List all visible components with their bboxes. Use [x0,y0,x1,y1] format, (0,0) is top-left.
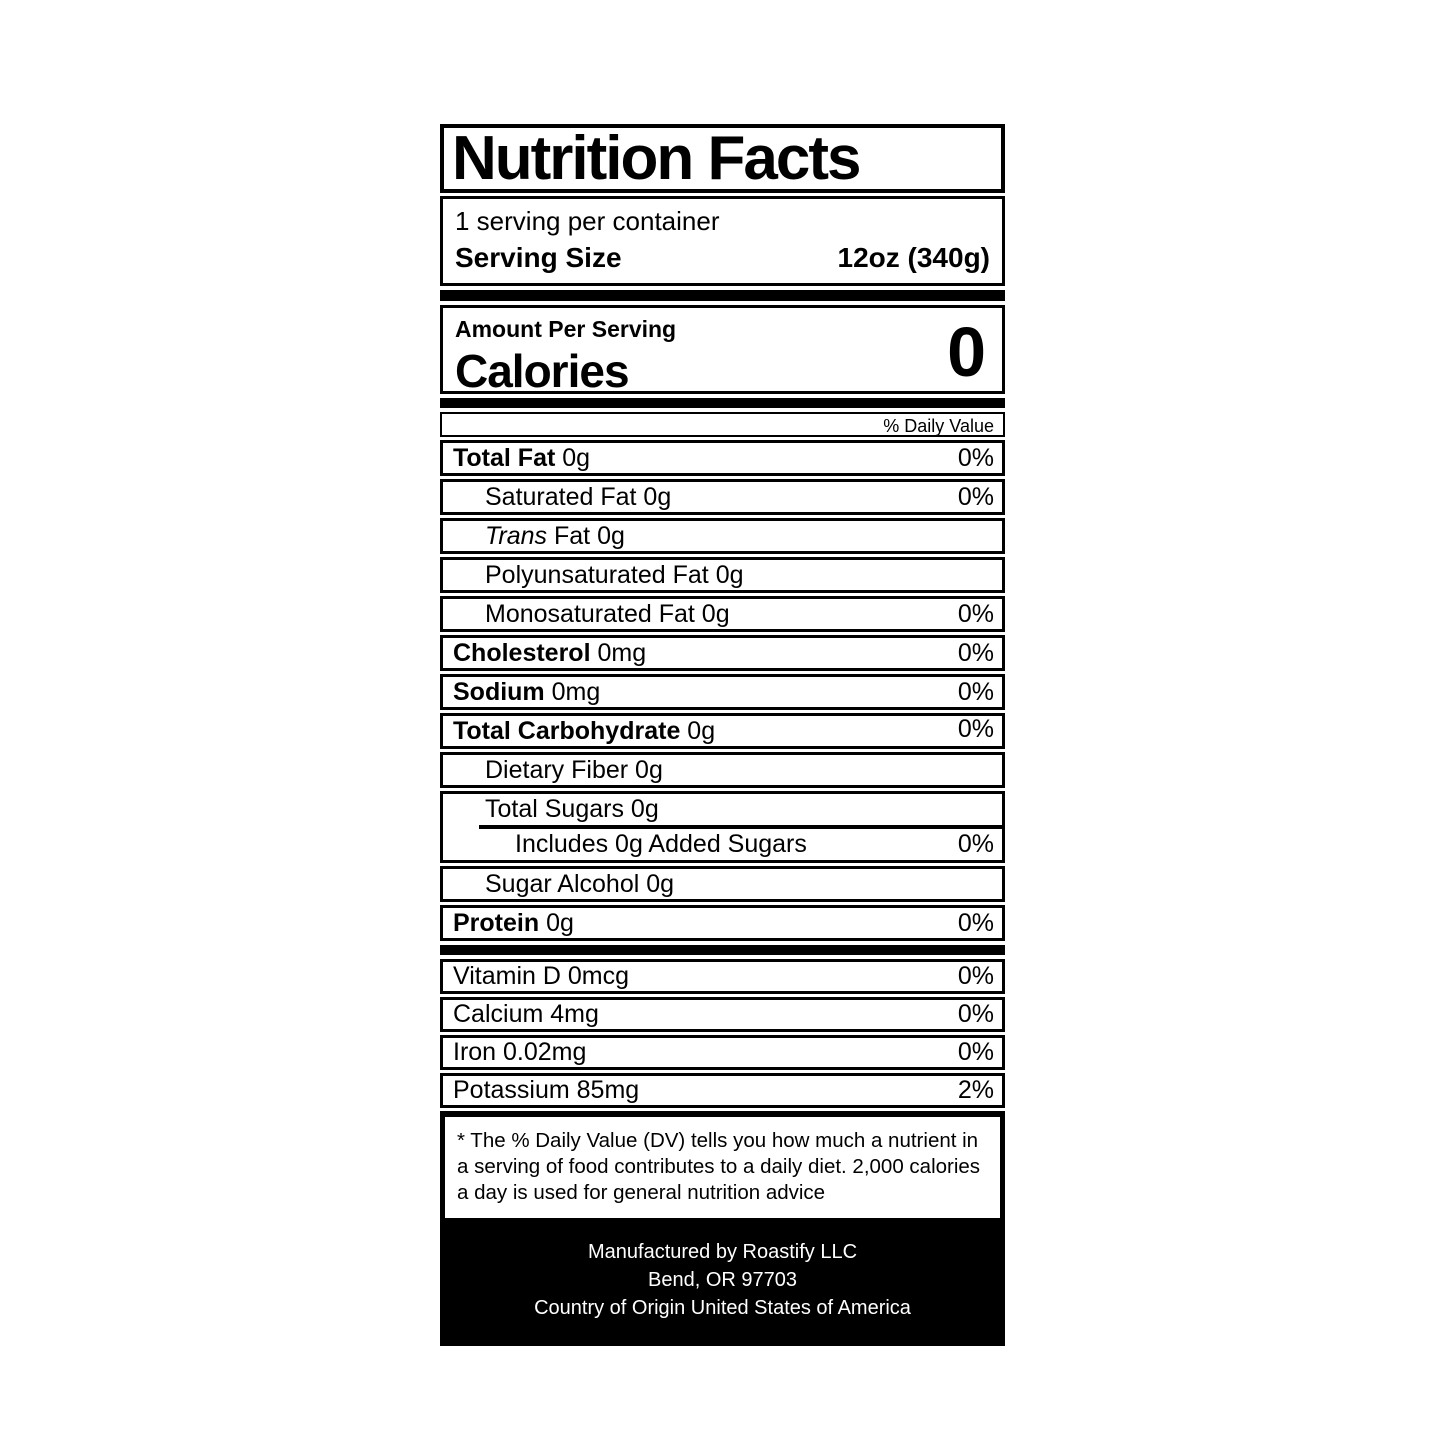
nutrient-row-monosaturated-fat: Monosaturated Fat 0g 0% [440,596,1005,633]
footer-line-address: Bend, OR 97703 [648,1268,797,1291]
nutrient-row-cholesterol: Cholesterol 0mg 0% [440,635,1005,672]
nutrient-label: Includes 0g Added Sugars [515,830,807,859]
calories-label: Calories [455,345,630,398]
daily-value: 0% [957,677,994,706]
title-box: Nutrition Facts [440,124,1005,193]
bottom-section: * The % Daily Value (DV) tells you how m… [440,1111,1005,1346]
nutrition-facts-label: Nutrition Facts 1 serving per container … [440,124,1005,1346]
nutrient-label: Dietary Fiber 0g [485,755,663,784]
footer-line-manufacturer: Manufactured by Roastify LLC [587,1240,858,1263]
vitamin-row-calcium: Calcium 4mg 0% [440,997,1005,1033]
nutrient-row-polyunsaturated-fat: Polyunsaturated Fat 0g [440,557,1005,594]
daily-value: 0% [957,1000,994,1029]
nutrient-row-added-sugars: Includes 0g Added Sugars 0% [443,829,1002,860]
label-title: Nutrition Facts [452,123,861,193]
nutrient-label: Calcium 4mg [453,1000,599,1029]
section-divider-bar [440,945,1005,956]
daily-value: 2% [957,1076,994,1105]
nutrient-row-sodium: Sodium 0mg 0% [440,674,1005,711]
sugars-inner-divider [479,825,1002,830]
nutrient-label: Trans Fat 0g [485,521,625,550]
nutrient-label: Total Sugars 0g [485,795,659,824]
nutrient-row-dietary-fiber: Dietary Fiber 0g [440,752,1005,789]
daily-value: 0% [957,1038,994,1067]
calories-value: 0 [947,313,986,392]
section-divider-bar [440,398,1005,409]
nutrient-row-total-carbohydrate: Total Carbohydrate 0g 0% [440,713,1005,750]
nutrient-label: Vitamin D 0mcg [453,962,629,991]
nutrient-row-total-sugars: Total Sugars 0g [443,794,1002,825]
serving-info-box: 1 serving per container Serving Size 12o… [440,196,1005,287]
vitamin-row-vitamin-d: Vitamin D 0mcg 0% [440,959,1005,995]
nutrient-label: Sodium 0mg [453,677,601,706]
nutrient-label: Cholesterol 0mg [453,638,647,667]
daily-value: 0% [957,482,994,511]
daily-value-footnote: * The % Daily Value (DV) tells you how m… [445,1117,1000,1218]
servings-per-container: 1 serving per container [455,206,720,236]
nutrient-label: Monosaturated Fat 0g [485,599,730,628]
nutrient-row-total-fat: Total Fat 0g 0% [440,440,1005,477]
sugars-group: Total Sugars 0g Includes 0g Added Sugars… [440,791,1005,864]
nutrient-label: Potassium 85mg [453,1076,640,1105]
nutrient-label: Polyunsaturated Fat 0g [485,560,744,589]
daily-value: 0% [957,830,994,859]
nutrient-label: Total Fat 0g [453,443,591,472]
daily-value: 0% [957,599,994,628]
section-divider-bar [440,290,1005,302]
vitamin-row-potassium: Potassium 85mg 2% [440,1073,1005,1109]
calories-section: Amount Per Serving Calories 0 [440,305,1005,398]
daily-value: 0% [957,715,994,744]
nutrient-row-protein: Protein 0g 0% [440,905,1005,942]
nutrient-row-sugar-alcohol: Sugar Alcohol 0g [440,866,1005,903]
serving-size-row: Serving Size 12oz (340g) [455,242,990,274]
daily-value: 0% [957,962,994,991]
nutrient-label: Saturated Fat 0g [485,482,672,511]
amount-per-serving-label: Amount Per Serving [455,316,677,343]
nutrient-label: Protein 0g [453,908,574,937]
daily-value: 0% [957,638,994,667]
daily-value: 0% [957,908,994,937]
nutrient-row-trans-fat: Trans Fat 0g [440,518,1005,555]
vitamin-row-iron: Iron 0.02mg 0% [440,1035,1005,1071]
serving-size-value: 12oz (340g) [837,242,991,274]
nutrient-label: Total Carbohydrate 0g [453,716,716,745]
nutrient-row-saturated-fat: Saturated Fat 0g 0% [440,479,1005,516]
daily-value: 0% [957,443,994,472]
serving-size-label: Serving Size [455,242,622,274]
manufacturer-footer: Manufactured by Roastify LLC Bend, OR 97… [445,1218,1000,1346]
nutrient-label: Iron 0.02mg [453,1038,587,1067]
daily-value-header: % Daily Value [440,412,1005,438]
footer-line-origin: Country of Origin United States of Ameri… [534,1296,911,1319]
nutrient-label: Sugar Alcohol 0g [485,869,675,898]
